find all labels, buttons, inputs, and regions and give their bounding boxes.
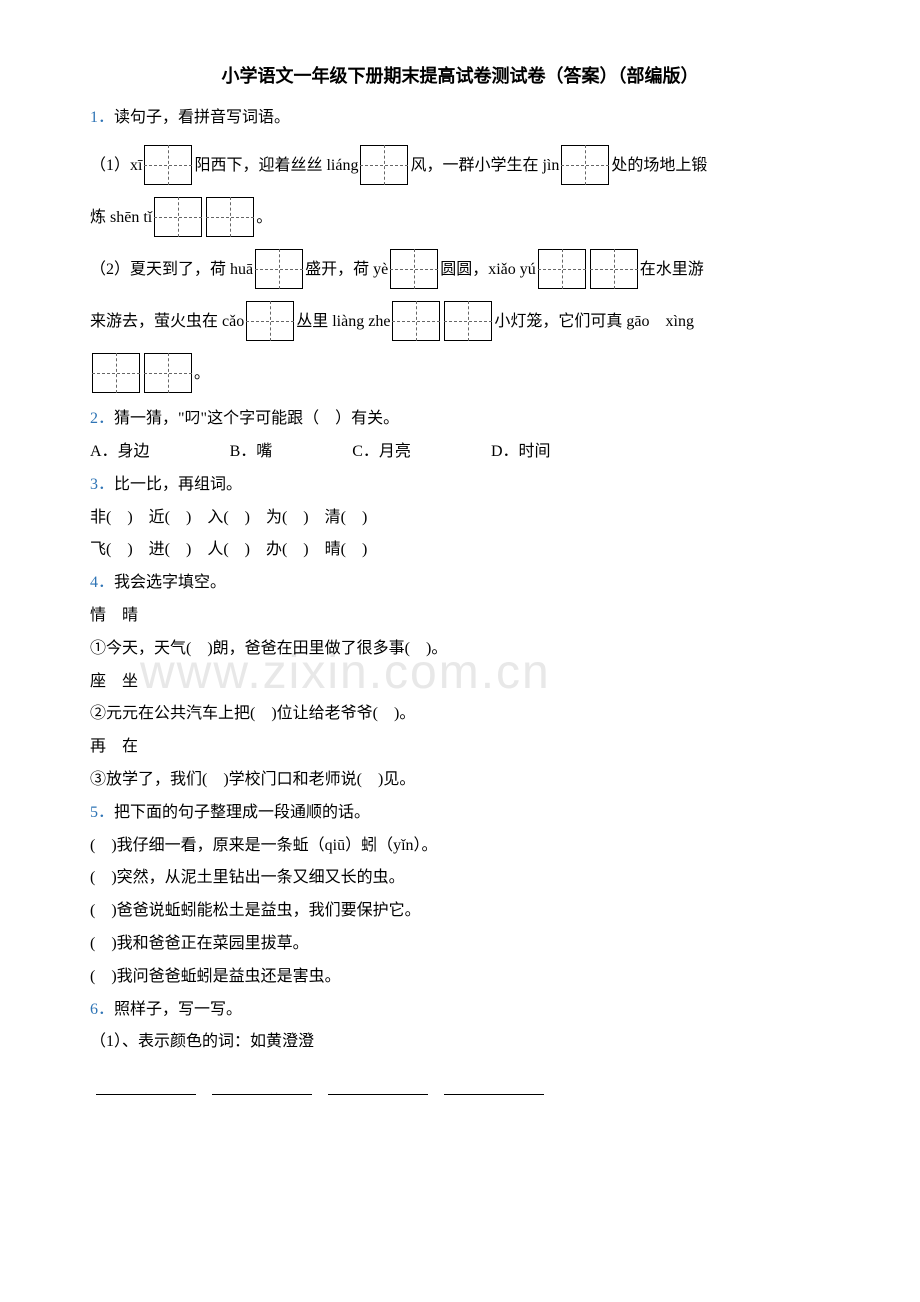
- q3-row1: 非( ) 近( ) 入( ) 为( ) 清( ): [90, 504, 830, 533]
- blank-box[interactable]: [360, 145, 408, 185]
- q6-blanks: [90, 1077, 830, 1106]
- q1-line3: （2）夏天到了，荷 huā 盛开，荷 yè 圆圆，xiǎo yú 在水里游: [90, 249, 830, 289]
- blank-box[interactable]: [144, 145, 192, 185]
- blank-box[interactable]: [538, 249, 586, 289]
- blank-box[interactable]: [246, 301, 294, 341]
- page-title: 小学语文一年级下册期末提高试卷测试卷（答案）（部编版）: [90, 60, 830, 92]
- q5-s3: ( )爸爸说蚯蚓能松土是益虫，我们要保护它。: [90, 897, 830, 926]
- blank-box[interactable]: [206, 197, 254, 237]
- q4-pair1: 情 晴: [90, 602, 830, 631]
- q5: 5． 把下面的句子整理成一段通顺的话。: [90, 799, 830, 828]
- q1-line1-c: 风，一群小学生在 jìn: [410, 148, 559, 183]
- q1-intro-text: 读句子，看拼音写词语。: [114, 104, 290, 133]
- q4-intro: 我会选字填空。: [114, 569, 226, 598]
- q1-line3-a: （2）夏天到了，荷 huā: [90, 252, 253, 287]
- q4-pair2: 座 坐: [90, 668, 830, 697]
- q1-line3-d: 在水里游: [640, 252, 704, 287]
- q1-line4-c: 小灯笼，它们可真 gāo xìng: [494, 304, 694, 339]
- q5-s1: ( )我仔细一看，原来是一条蚯（qiū）蚓（yǐn）。: [90, 832, 830, 861]
- q2-option-a[interactable]: A．身边: [90, 438, 150, 467]
- blank-box[interactable]: [92, 353, 140, 393]
- blank-box[interactable]: [255, 249, 303, 289]
- q1-line2: 炼 shēn tǐ 。: [90, 197, 830, 237]
- blank-line[interactable]: [96, 1094, 196, 1095]
- q2: 2． 猜一猜，"叼"这个字可能跟（ ）有关。: [90, 405, 830, 434]
- q1-intro: 1． 读句子，看拼音写词语。: [90, 104, 830, 133]
- q4: 4． 我会选字填空。: [90, 569, 830, 598]
- q1-line1-d: 处的场地上锻: [611, 148, 707, 183]
- q1-line2-a: 炼 shēn tǐ: [90, 200, 152, 235]
- q3-intro: 比一比，再组词。: [114, 471, 242, 500]
- q1-line4: 来游去，萤火虫在 cǎo 丛里 liàng zhe 小灯笼，它们可真 gāo x…: [90, 301, 830, 341]
- q2-text: 猜一猜，"叼"这个字可能跟（ ）有关。: [114, 405, 399, 434]
- q5-intro: 把下面的句子整理成一段通顺的话。: [114, 799, 370, 828]
- q2-option-d[interactable]: D．时间: [491, 438, 551, 467]
- q4-number: 4．: [90, 569, 114, 598]
- blank-box[interactable]: [444, 301, 492, 341]
- q1-number: 1．: [90, 104, 114, 133]
- blank-line[interactable]: [212, 1094, 312, 1095]
- blank-box[interactable]: [144, 353, 192, 393]
- q3: 3． 比一比，再组词。: [90, 471, 830, 500]
- q6-intro: 照样子，写一写。: [114, 996, 242, 1025]
- q2-number: 2．: [90, 405, 114, 434]
- q3-number: 3．: [90, 471, 114, 500]
- q1-line4-a: 来游去，萤火虫在 cǎo: [90, 304, 244, 339]
- q4-item1: ①今天，天气( )朗，爸爸在田里做了很多事( )。: [90, 635, 830, 664]
- q5-s5: ( )我问爸爸蚯蚓是益虫还是害虫。: [90, 963, 830, 992]
- q4-item3: ③放学了，我们( )学校门口和老师说( )见。: [90, 766, 830, 795]
- blank-box[interactable]: [154, 197, 202, 237]
- q4-item2: ②元元在公共汽车上把( )位让给老爷爷( )。: [90, 700, 830, 729]
- q1-line2-b: 。: [256, 200, 272, 235]
- q1-line5: 。: [90, 353, 830, 393]
- blank-box[interactable]: [392, 301, 440, 341]
- q1-line1-b: 阳西下，迎着丝丝 liáng: [194, 148, 358, 183]
- blank-box[interactable]: [590, 249, 638, 289]
- q2-option-c[interactable]: C．月亮: [352, 438, 411, 467]
- blank-line[interactable]: [328, 1094, 428, 1095]
- blank-line[interactable]: [444, 1094, 544, 1095]
- q1-line4-b: 丛里 liàng zhe: [296, 304, 390, 339]
- blank-box[interactable]: [390, 249, 438, 289]
- q6: 6． 照样子，写一写。: [90, 996, 830, 1025]
- q1-line3-c: 圆圆，xiǎo yú: [440, 252, 536, 287]
- q5-s4: ( )我和爸爸正在菜园里拔草。: [90, 930, 830, 959]
- q1-line3-b: 盛开，荷 yè: [305, 252, 388, 287]
- q1-line1-a: （1）xī: [90, 148, 142, 183]
- q4-pair3: 再 在: [90, 733, 830, 762]
- q1-line5-a: 。: [194, 356, 210, 391]
- q3-row2: 飞( ) 进( ) 人( ) 办( ) 晴( ): [90, 536, 830, 565]
- q6-number: 6．: [90, 996, 114, 1025]
- q1-line1: （1）xī 阳西下，迎着丝丝 liáng 风，一群小学生在 jìn 处的场地上锻: [90, 145, 830, 185]
- q2-option-b[interactable]: B．嘴: [230, 438, 273, 467]
- q5-s2: ( )突然，从泥土里钻出一条又细又长的虫。: [90, 864, 830, 893]
- q5-number: 5．: [90, 799, 114, 828]
- blank-box[interactable]: [561, 145, 609, 185]
- q2-options: A．身边 B．嘴 C．月亮 D．时间: [90, 438, 830, 467]
- q6-sub: （1）、表示颜色的词：如黄澄澄: [90, 1028, 830, 1057]
